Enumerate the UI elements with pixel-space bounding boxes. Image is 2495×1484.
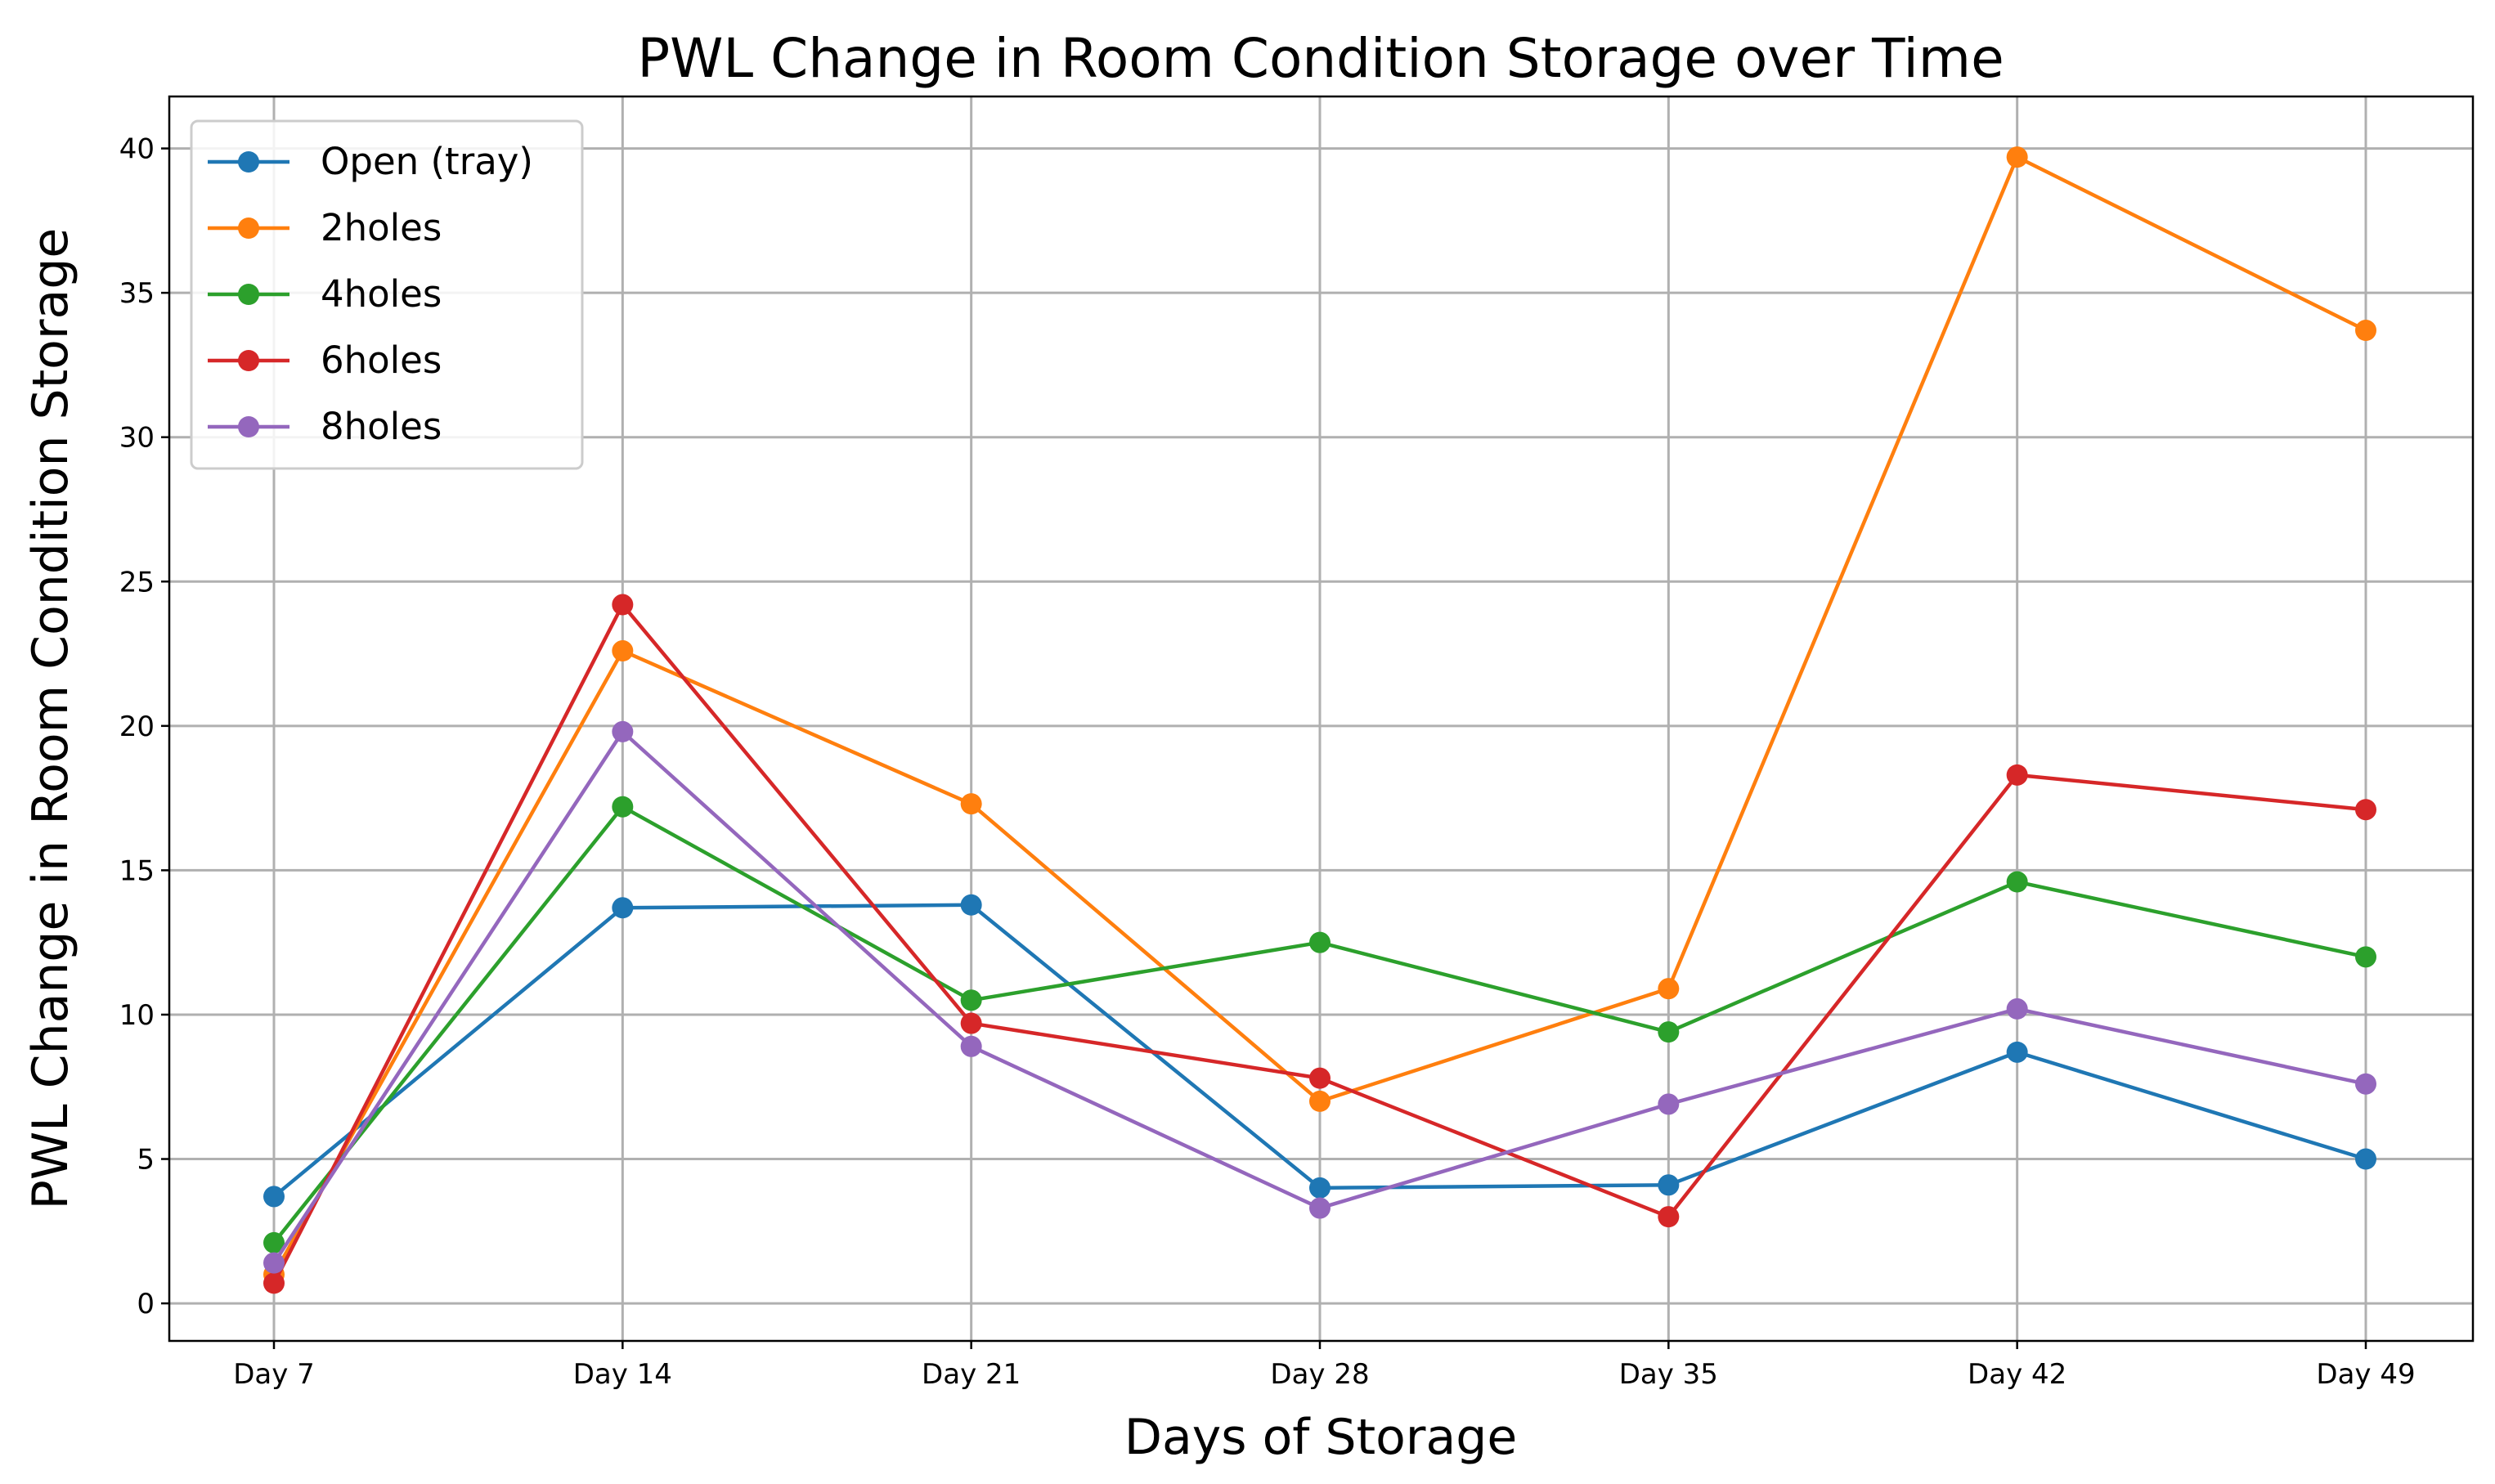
y-tick-label: 0	[137, 1288, 155, 1320]
legend-label: 8holes	[321, 405, 442, 448]
data-point	[2006, 764, 2028, 786]
legend-marker	[238, 284, 259, 305]
data-point	[1658, 978, 1680, 1000]
legend-label: 6holes	[321, 338, 442, 382]
legend-label: 2holes	[321, 206, 442, 249]
y-tick-label: 25	[119, 566, 155, 599]
legend-label: Open (tray)	[321, 140, 533, 183]
axes: Day 7 Day 14 Day 21 Day 28 Day 35 Day 42 Day 4…	[119, 95, 2475, 1391]
data-point	[263, 1231, 285, 1253]
x-tick-label: Day 7	[233, 1358, 315, 1391]
y-axis-label: PWL Change in Room Condition Storage	[22, 228, 79, 1210]
data-point	[1309, 931, 1331, 953]
legend-label: 4holes	[321, 272, 442, 316]
data-point	[612, 594, 634, 616]
data-point	[2355, 799, 2376, 821]
data-point	[1309, 1090, 1331, 1112]
data-point	[960, 793, 982, 815]
data-point	[263, 1186, 285, 1208]
data-point	[960, 1035, 982, 1057]
legend-item: 8holes	[208, 405, 442, 448]
data-series	[263, 146, 2376, 1294]
data-point	[2006, 871, 2028, 893]
data-point	[2355, 320, 2376, 342]
chart-title: PWL Change in Room Condition Storage ove…	[637, 27, 2004, 90]
data-point	[2006, 998, 2028, 1020]
data-point	[1309, 1197, 1331, 1219]
legend-item: 6holes	[208, 338, 442, 382]
data-point	[2355, 1148, 2376, 1170]
data-point	[960, 989, 982, 1011]
y-tick-label: 30	[119, 422, 155, 455]
data-point	[263, 1252, 285, 1274]
series-6holes	[263, 594, 2376, 1294]
data-point	[612, 720, 634, 742]
grid-lines	[169, 96, 2473, 1341]
data-point	[1309, 1067, 1331, 1089]
legend-marker	[238, 416, 259, 437]
legend-marker	[238, 350, 259, 371]
data-point	[960, 1012, 982, 1034]
y-tick-label: 15	[119, 854, 155, 887]
data-point	[1658, 1206, 1680, 1228]
data-point	[2006, 146, 2028, 168]
y-tick-label: 5	[137, 1144, 155, 1177]
series-8holes	[263, 720, 2376, 1274]
data-point	[960, 894, 982, 916]
data-point	[1658, 1021, 1680, 1043]
x-tick-label: Day 28	[1270, 1358, 1369, 1391]
data-point	[612, 897, 634, 919]
legend-item: Open (tray)	[208, 140, 533, 183]
series-open-tray	[263, 894, 2376, 1208]
data-point	[612, 796, 634, 818]
x-tick-label: Day 42	[1968, 1358, 2066, 1391]
legend-box	[190, 119, 584, 470]
data-point	[1309, 1177, 1331, 1199]
legend-marker	[238, 151, 259, 173]
data-point	[612, 640, 634, 662]
plot-frame	[168, 95, 2475, 1343]
y-tick-label: 10	[119, 999, 155, 1032]
x-tick-label: Day 49	[2316, 1358, 2415, 1391]
series-4holes	[263, 796, 2376, 1253]
x-tick-label: Day 35	[1619, 1358, 1718, 1391]
legend: Open (tray) 2holes 4holes 6holes 8holes	[190, 119, 584, 470]
data-point	[1658, 1174, 1680, 1196]
y-tick-label: 35	[119, 277, 155, 310]
data-point	[2006, 1041, 2028, 1063]
y-tick-label: 40	[119, 133, 155, 166]
x-tick-label: Day 14	[573, 1358, 672, 1391]
data-point	[2355, 1073, 2376, 1095]
legend-item: 4holes	[208, 272, 442, 316]
data-point	[1658, 1093, 1680, 1115]
data-point	[263, 1272, 285, 1294]
x-tick-label: Day 21	[922, 1358, 1021, 1391]
x-axis-label: Days of Storage	[1124, 1409, 1517, 1466]
legend-item: 2holes	[208, 206, 442, 249]
data-point	[2355, 946, 2376, 968]
legend-marker	[238, 217, 259, 239]
y-tick-label: 20	[119, 711, 155, 743]
